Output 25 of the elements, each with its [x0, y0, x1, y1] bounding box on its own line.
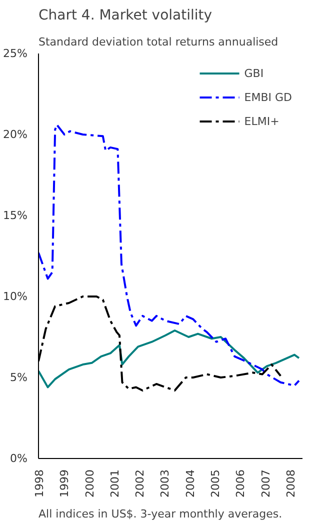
x-tick-label: 2007: [259, 469, 272, 498]
x-tick-label: 2008: [284, 469, 298, 498]
x-tick-label: 2001: [108, 469, 122, 498]
y-tick-label: 15%: [3, 209, 28, 222]
x-tick-label: 1998: [33, 469, 46, 498]
x-tick-label: 2002: [134, 469, 147, 498]
x-tick-label: 2000: [83, 469, 96, 498]
y-tick-label: 0%: [10, 452, 28, 465]
chart-subtitle: Standard deviation total returns annualised: [38, 36, 278, 48]
y-tick-label: 25%: [3, 47, 28, 60]
y-tick-label: 20%: [3, 128, 28, 141]
chart-title: Chart 4. Market volatility: [38, 8, 212, 24]
legend-label: ELMI+: [244, 114, 280, 128]
y-tick-label: 5%: [10, 371, 28, 384]
line-series: [38, 124, 300, 387]
x-tick-label: 2006: [234, 469, 248, 498]
line-series: [38, 330, 300, 388]
x-tick-label: 2005: [209, 469, 222, 498]
text: All indices in US$. 3-year monthly averages.: [38, 508, 282, 520]
x-tick-label: 2003: [158, 469, 172, 498]
y-tick-label: 10%: [3, 290, 28, 303]
legend-label: EMBI GD: [244, 90, 292, 104]
x-tick-label: 1999: [58, 469, 72, 498]
x-tick-label: 2004: [184, 469, 197, 498]
legend-label: GBI: [244, 66, 264, 80]
